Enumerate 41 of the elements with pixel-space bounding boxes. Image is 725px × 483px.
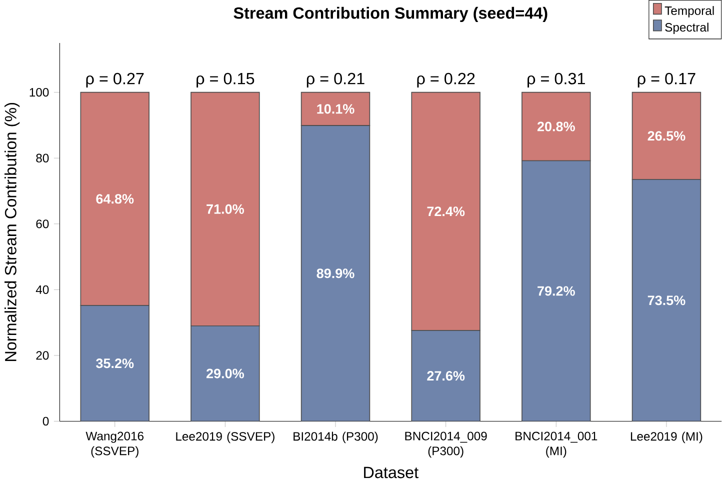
y-tick-label: 40 [36, 285, 49, 294]
annotation: ρ = 0.15 [196, 73, 254, 88]
data-label: 27.6% [427, 371, 465, 381]
data-label: 89.9% [316, 268, 354, 278]
x-tick-label: BI2014b (P300) [294, 432, 378, 444]
data-label: 72.4% [427, 206, 465, 216]
data-label: 35.2% [96, 358, 134, 368]
bar [411, 330, 480, 422]
annotation: ρ = 0.31 [528, 73, 585, 88]
bar [300, 125, 370, 422]
annotation: ρ = 0.22 [417, 73, 475, 88]
data-label: 10.1% [317, 104, 354, 114]
legend-label: Temporal [664, 6, 714, 18]
y-axis-title: Normalized Stream Contribution (%) [4, 103, 20, 362]
x-tick-label: Lee2019 (SSVEP) [176, 432, 274, 444]
y-tick-label: 100 [30, 88, 49, 97]
y-tick-label: 80 [36, 154, 49, 163]
data-label: 73.5% [648, 296, 686, 306]
bar [80, 305, 150, 422]
x-tick-label: Wang2016 (SSVEP) [86, 432, 144, 458]
bar [522, 160, 591, 422]
data-label: 29.0% [206, 368, 244, 378]
x-tick-label: BNCI2014_001 (MI) [516, 432, 598, 458]
annotation: ρ = 0.17 [638, 73, 696, 88]
data-label: 20.8% [537, 122, 575, 132]
y-tick-label: 0 [42, 417, 49, 426]
y-tick-label: 60 [36, 220, 49, 228]
x-tick-label: Lee2019 (MI) [630, 432, 702, 444]
data-label: 26.5% [648, 131, 686, 141]
data-label: 64.8% [96, 194, 134, 204]
chart-title: Stream Contribution Summary (seed=44) [234, 7, 548, 22]
annotation: ρ = 0.27 [86, 73, 144, 88]
bar [190, 326, 260, 422]
y-tick-label: 20 [36, 351, 49, 360]
data-label: 79.2% [538, 286, 575, 296]
annotation: ρ = 0.21 [306, 73, 364, 88]
data-label: 71.0% [206, 204, 244, 214]
bar [632, 179, 702, 422]
x-axis-title: Dataset [364, 467, 418, 478]
x-tick-label: BNCI2014_009 (P300) [405, 432, 487, 458]
legend-label: Spectral [665, 22, 708, 34]
